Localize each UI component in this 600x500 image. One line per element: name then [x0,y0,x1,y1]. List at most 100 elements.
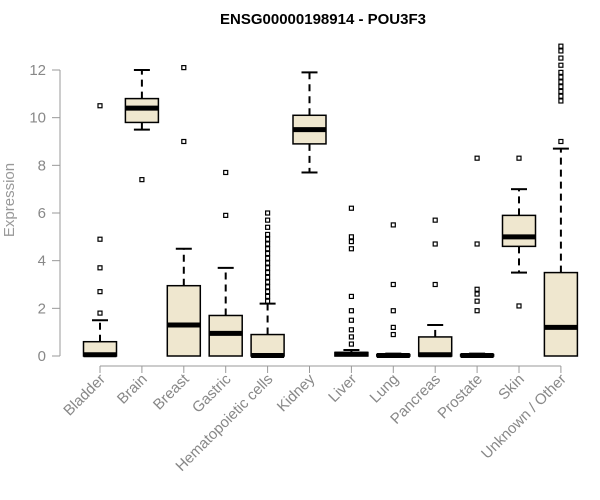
outlier-point [97,103,103,109]
x-tick-label: Skin [495,371,528,404]
outlier-point [265,265,271,271]
outlier-point [390,281,396,288]
outlier-point [97,310,103,316]
outlier-point [558,84,564,90]
outlier-point [558,48,564,54]
outlier-point [348,327,354,333]
y-tick-label: 0 [38,348,46,365]
box-kidney [292,71,327,174]
outlier-point [265,279,271,285]
box-breast [166,65,202,357]
outlier-point [348,334,354,340]
outlier-point [139,177,145,183]
outlier-point [265,298,271,304]
outlier-point [265,284,271,290]
y-tick-label: 12 [29,62,46,79]
outlier-point [558,62,564,68]
box-skin [501,155,537,309]
outlier-point [265,293,271,300]
outlier-point [265,255,271,261]
outlier-point [432,217,438,223]
y-tick-label: 2 [38,300,46,317]
outlier-point [265,289,271,295]
outlier-point [474,155,480,161]
outlier-point [390,222,396,228]
outlier-point [390,308,396,314]
outlier-point [348,341,354,347]
outlier-point [432,241,438,247]
outlier-point [558,74,564,80]
outlier-point [97,236,103,242]
outlier-point [348,317,354,323]
box-brain [124,69,160,183]
outlier-point [181,138,187,145]
outlier-point [474,308,480,314]
outlier-point [265,210,271,216]
outlier-point [558,98,564,104]
outlier-point [516,155,522,161]
outlier-point [97,289,103,295]
x-tick-label: Bladder [60,371,109,420]
outlier-point [265,246,271,252]
box-pancreas [417,217,453,358]
y-tick-label: 8 [38,157,46,174]
outlier-point [265,217,271,223]
outlier-point [265,241,271,247]
outlier-point [390,324,396,330]
y-axis-label: Expression [1,163,18,237]
box-iqr [543,271,579,357]
outlier-point [558,79,564,85]
outlier-point [558,55,564,61]
box-iqr [501,214,537,248]
box-unknown-other [543,43,579,357]
box-lung [376,222,411,359]
box-bladder [82,103,118,358]
outlier-point [348,293,354,300]
outlier-point [265,250,271,257]
y-tick-label: 10 [29,110,46,127]
x-tick-label: Lung [367,371,403,407]
box-hematopoietic-cells [250,210,285,359]
outlier-point [265,224,271,230]
outlier-point [181,65,187,71]
box-iqr [166,284,202,357]
outlier-point [265,231,271,238]
outlier-point [223,169,229,176]
outlier-point [348,205,354,211]
box-gastric [208,169,243,357]
outlier-point [474,241,480,247]
outlier-point [265,260,271,266]
outlier-point [432,281,438,288]
outlier-point [348,246,354,252]
outlier-point [348,239,354,245]
y-tick-label: 4 [38,253,46,270]
outlier-point [474,286,480,292]
outlier-point [558,138,564,145]
outlier-point [348,308,354,314]
outlier-point [558,69,564,75]
outlier-point [558,93,564,99]
x-tick-label: Prostate [434,371,486,423]
y-tick-label: 6 [38,205,46,222]
outlier-point [348,234,354,240]
chart-title: ENSG00000198914 - POU3F3 [220,11,426,28]
x-tick-label: Breast [150,370,193,413]
outlier-point [558,43,564,49]
box-series [82,43,579,359]
outlier-point [516,303,522,309]
outlier-point [474,298,480,304]
outlier-point [390,331,396,338]
box-iqr [250,333,285,357]
outlier-point [97,265,103,271]
x-tick-label: Brain [114,371,151,408]
outlier-point [558,88,564,95]
x-tick-label: Kidney [274,370,319,415]
outlier-point [265,236,271,242]
outlier-point [265,269,271,276]
x-tick-label: Liver [325,371,360,406]
outlier-point [474,291,480,297]
y-axis: 0 2 4 6 8 10 12 [29,62,61,365]
box-liver [334,205,369,357]
